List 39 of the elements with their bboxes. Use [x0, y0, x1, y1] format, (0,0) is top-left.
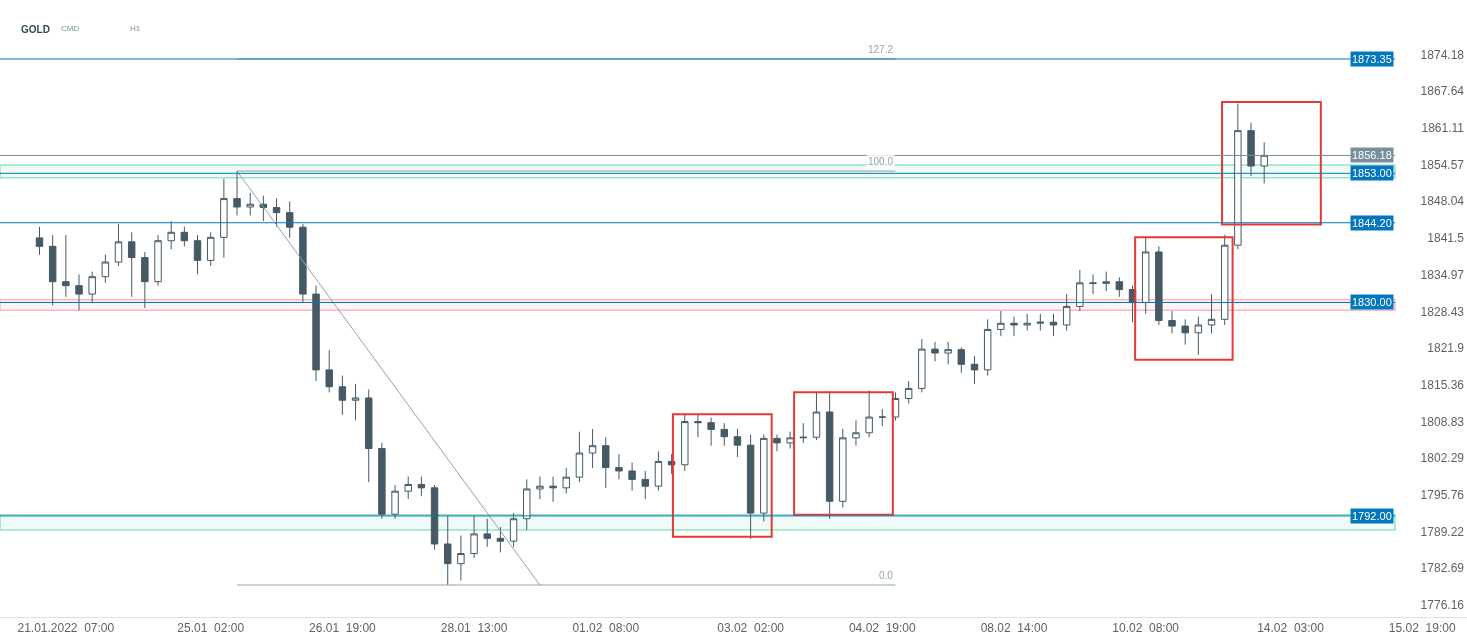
- x-tick-label: 14.02 03:00: [1257, 621, 1325, 636]
- y-tick-label: 1789.22: [1420, 524, 1465, 539]
- y-tick-label: 1821.9: [1427, 341, 1465, 356]
- y-tick-label: 1867.64: [1420, 84, 1465, 99]
- y-tick-label: 1795.76: [1420, 487, 1465, 502]
- ref-line-label: 1856.18: [1352, 149, 1392, 161]
- x-tick-label: 03.02 02:00: [717, 621, 785, 636]
- series-label: 127.2: [868, 44, 894, 55]
- annotation: H1: [130, 24, 141, 33]
- ref-line-label: 1830.00: [1352, 296, 1392, 308]
- y-tick-label: 1782.69: [1420, 561, 1465, 576]
- ref-line-label: 1853.00: [1352, 167, 1392, 179]
- y-tick-label: 1834.97: [1420, 267, 1465, 282]
- y-tick-label: 1776.16: [1420, 598, 1465, 613]
- x-tick-label: 04.02 19:00: [848, 621, 916, 636]
- y-tick-label: 1808.83: [1420, 414, 1465, 429]
- ref-line-label: 1792.00: [1352, 510, 1392, 522]
- ref-line-label: 1873.35: [1352, 53, 1392, 65]
- x-tick-label: 28.01 13:00: [440, 621, 508, 636]
- y-tick-label: 1828.43: [1420, 304, 1465, 319]
- x-tick-label: 08.02 14:00: [980, 621, 1048, 636]
- y-tick-label: 1854.57: [1420, 157, 1465, 172]
- x-tick-label: 10.02 08:00: [1112, 621, 1180, 636]
- y-tick-label: 1848.04: [1420, 194, 1465, 209]
- y-tick-label: 1861.11: [1421, 120, 1465, 135]
- y-tick-label: 1815.36: [1420, 377, 1465, 392]
- x-tick-label: 26.01 19:00: [309, 621, 377, 636]
- x-tick-label: 25.01 02:00: [177, 621, 245, 636]
- series-label: 100.0: [868, 156, 894, 167]
- x-tick-label: 01.02 08:00: [572, 621, 640, 636]
- x-tick-label: 21.01.2022 07:00: [17, 621, 115, 636]
- x-tick-label: 15.02 19:00: [1388, 621, 1456, 636]
- ref-line-label: 1844.20: [1352, 217, 1392, 229]
- y-tick-label: 1802.29: [1420, 451, 1465, 466]
- annotation: CMD: [61, 24, 80, 33]
- annotation: GOLD: [21, 24, 50, 35]
- series-label: 0.0: [879, 570, 894, 581]
- y-tick-label: 1841.5: [1427, 231, 1465, 246]
- y-tick-label: 1874.18: [1420, 47, 1465, 62]
